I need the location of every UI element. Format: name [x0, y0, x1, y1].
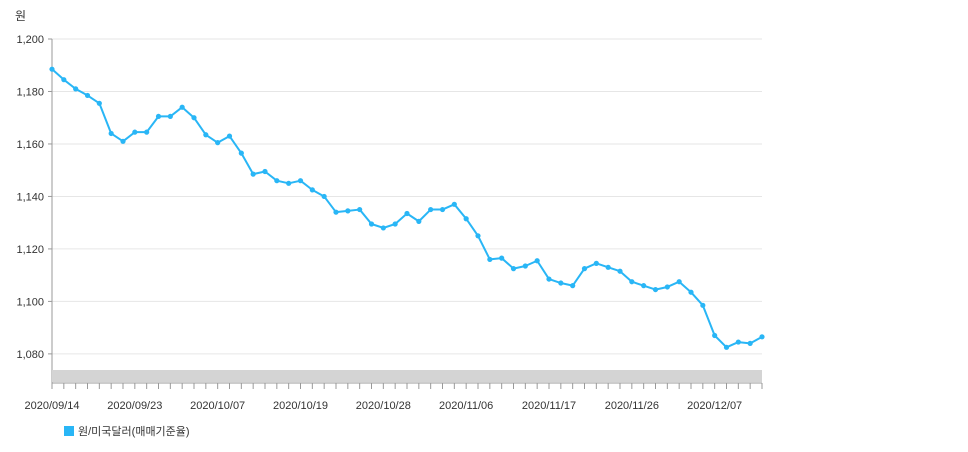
data-point: [155, 113, 162, 120]
data-point: [617, 268, 623, 274]
data-point: [108, 130, 114, 137]
data-point: [510, 266, 517, 272]
data-point: [404, 210, 410, 217]
grid-lines: [52, 38, 762, 355]
data-point: [286, 180, 292, 186]
data-point: [759, 334, 765, 340]
data-point: [487, 256, 493, 263]
data-point: [144, 129, 150, 135]
data-point: [96, 100, 102, 106]
data-point: [534, 258, 540, 264]
data-point: [664, 284, 670, 290]
y-unit-label: 원: [15, 9, 26, 23]
data-point: [652, 286, 659, 293]
data-point: [463, 216, 469, 222]
data-point: [120, 138, 126, 144]
data-point: [368, 221, 375, 227]
data-point: [61, 77, 67, 83]
data-point: [700, 302, 706, 308]
x-tick-label: 2020/10/28: [356, 400, 411, 412]
series-line: [51, 68, 763, 349]
data-point: [250, 171, 256, 177]
y-tick-label: 1,180: [16, 86, 44, 98]
data-point: [428, 206, 434, 213]
x-tick-label: 2020/11/06: [439, 400, 493, 412]
legend-label: 원/미국달러(매매기준율): [78, 426, 190, 438]
y-tick-label: 1,160: [16, 139, 44, 151]
x-tick-label: 2020/11/17: [522, 400, 576, 412]
data-point: [345, 208, 351, 214]
x-tick-label: 2020/12/07: [687, 400, 742, 412]
x-tick-label: 2020/11/26: [605, 400, 659, 412]
data-point: [688, 289, 694, 295]
data-point: [262, 168, 268, 175]
x-tick-label: 2020/09/23: [107, 400, 162, 412]
data-point: [297, 178, 304, 184]
data-point: [570, 283, 576, 289]
series-layer: [49, 66, 765, 350]
data-point: [321, 193, 327, 200]
data-point: [712, 332, 718, 339]
data-point: [49, 66, 55, 72]
data-point: [416, 218, 422, 224]
data-point: [641, 283, 647, 289]
y-tick-label: 1,080: [16, 349, 44, 361]
data-point: [215, 140, 221, 146]
y-tick-labels: 1,080 1,100 1,120 1,140 1,160 1,180 1,200: [16, 34, 44, 361]
data-point: [380, 225, 386, 231]
data-point: [274, 178, 280, 184]
data-point: [226, 133, 233, 139]
data-point: [558, 280, 564, 286]
y-tick-label: 1,100: [16, 296, 44, 308]
data-point: [593, 260, 599, 266]
data-point: [451, 201, 457, 207]
data-point: [475, 233, 481, 239]
y-tick-label: 1,120: [16, 244, 44, 256]
data-point: [84, 92, 91, 99]
x-tick-labels: 2020/09/14 2020/09/23 2020/10/07 2020/10/19…: [24, 400, 742, 412]
legend-swatch: [64, 426, 74, 436]
axes: [48, 38, 763, 389]
data-point: [546, 276, 552, 282]
data-point: [605, 264, 611, 270]
data-point: [522, 263, 528, 269]
x-tick-label: 2020/10/07: [190, 400, 245, 412]
data-point: [581, 266, 588, 272]
data-point: [73, 86, 79, 92]
x-tick-label: 2020/10/19: [273, 400, 328, 412]
range-scrollbar[interactable]: [52, 370, 762, 382]
data-point: [357, 206, 363, 213]
data-point: [167, 113, 173, 120]
data-point: [392, 221, 398, 227]
y-tick-label: 1,200: [16, 34, 44, 46]
y-tick-label: 1,140: [16, 191, 44, 203]
data-point: [499, 255, 505, 261]
data-point: [333, 209, 339, 215]
data-point: [723, 344, 730, 350]
data-point: [439, 206, 446, 213]
legend: 원/미국달러(매매기준율): [64, 424, 190, 438]
data-point: [203, 132, 209, 138]
data-point: [309, 187, 315, 193]
data-point: [676, 279, 682, 285]
data-point: [191, 115, 197, 121]
data-point: [629, 279, 635, 285]
data-point: [747, 340, 753, 346]
data-point: [132, 129, 138, 135]
x-tick-label: 2020/09/14: [24, 400, 79, 412]
data-point: [238, 150, 244, 156]
data-point: [735, 339, 741, 345]
data-point: [179, 104, 185, 110]
